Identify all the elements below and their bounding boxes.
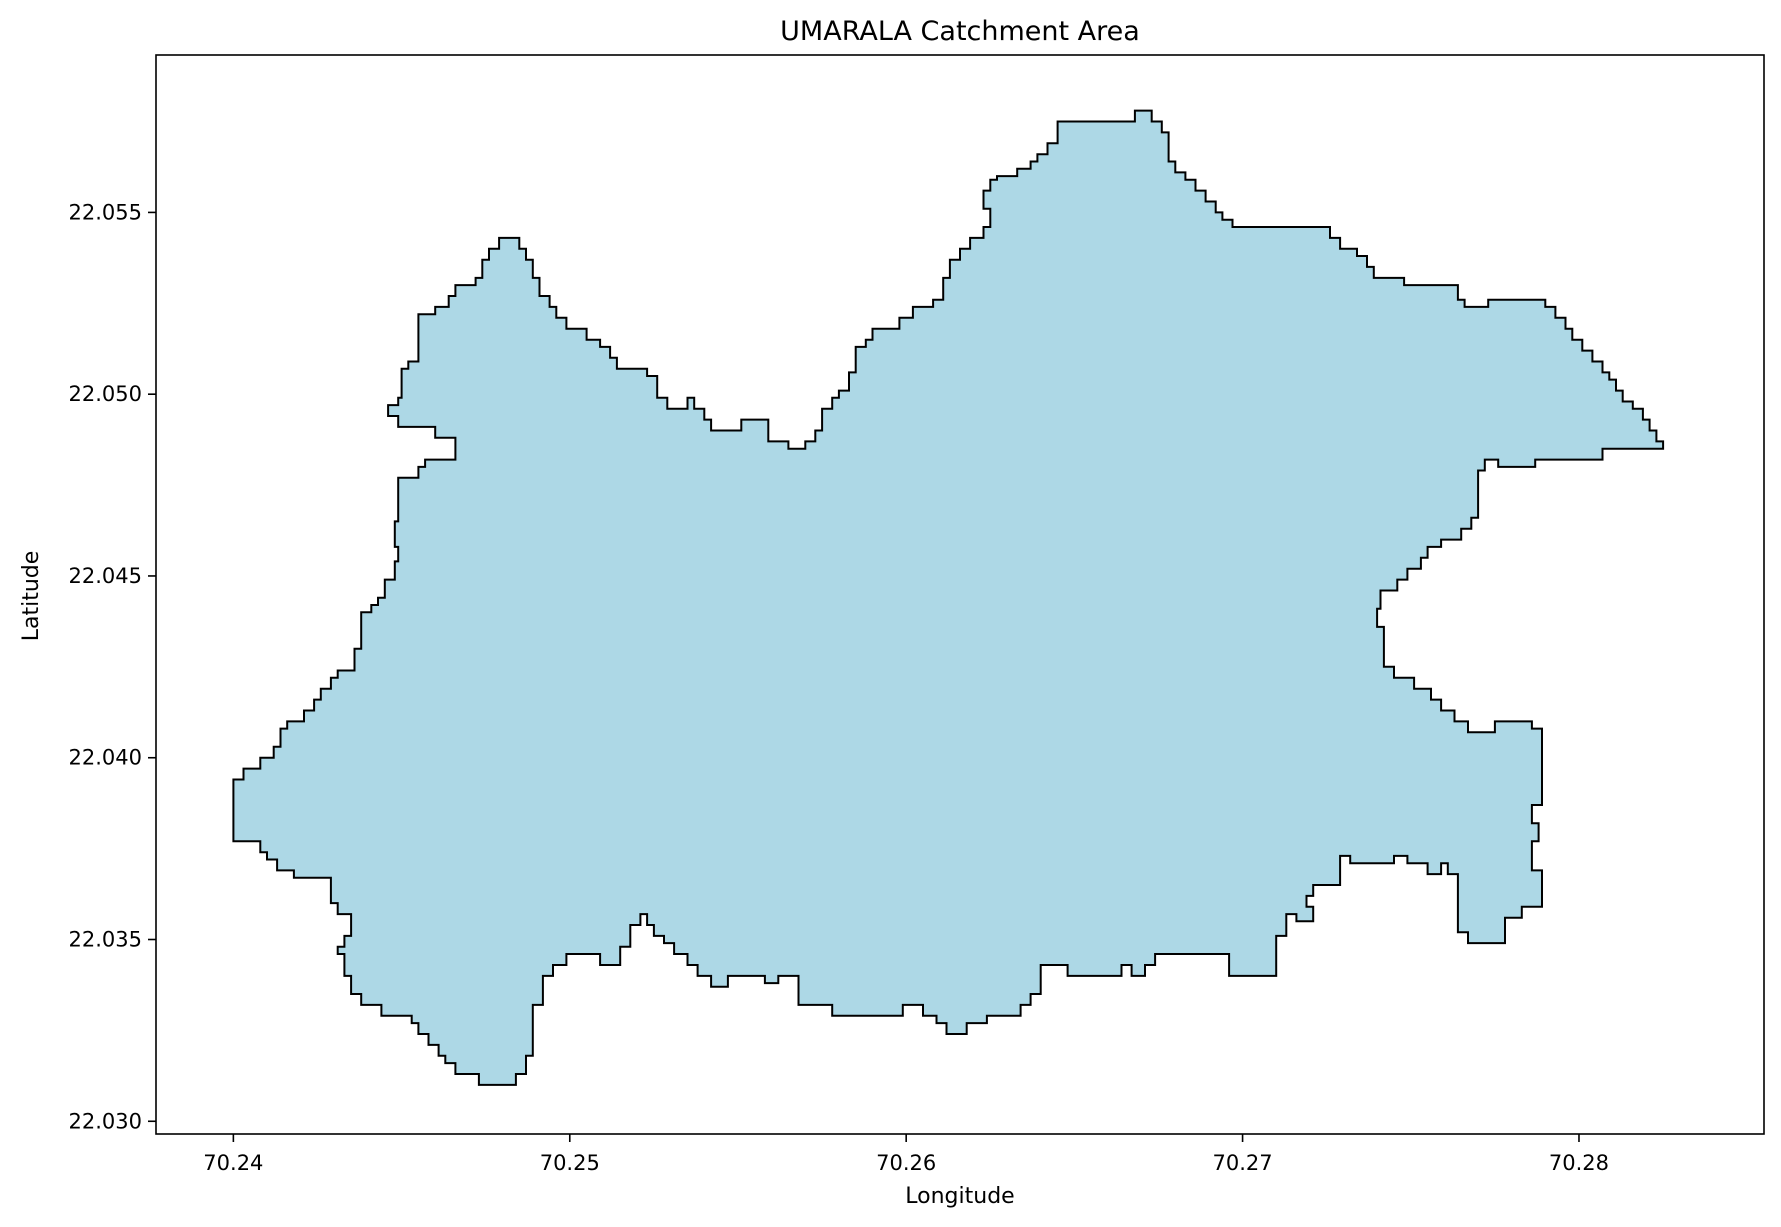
chart-title: UMARALA Catchment Area [780, 16, 1140, 47]
x-tick-label: 70.24 [203, 1151, 263, 1175]
y-tick-label: 22.035 [69, 928, 142, 952]
y-tick-label: 22.030 [69, 1109, 142, 1133]
y-tick-label: 22.045 [69, 564, 142, 588]
y-tick-label: 22.050 [69, 382, 142, 406]
catchment-polygon [232, 109, 1665, 1086]
x-axis: 70.24 70.25 70.26 70.27 70.28 [203, 1134, 1609, 1175]
y-axis-label: Latitude [19, 551, 44, 642]
plot-area [232, 109, 1665, 1086]
x-tick-label: 70.26 [876, 1151, 936, 1175]
x-tick-label: 70.27 [1213, 1151, 1273, 1175]
x-tick-label: 70.25 [540, 1151, 600, 1175]
x-axis-label: Longitude [905, 1184, 1014, 1209]
x-tick-label: 70.28 [1549, 1151, 1609, 1175]
y-tick-label: 22.055 [69, 200, 142, 224]
axes-frame [155, 54, 1765, 1135]
y-axis: 22.030 22.035 22.040 22.045 22.050 22.055 [69, 200, 156, 1133]
y-tick-label: 22.040 [69, 746, 142, 770]
